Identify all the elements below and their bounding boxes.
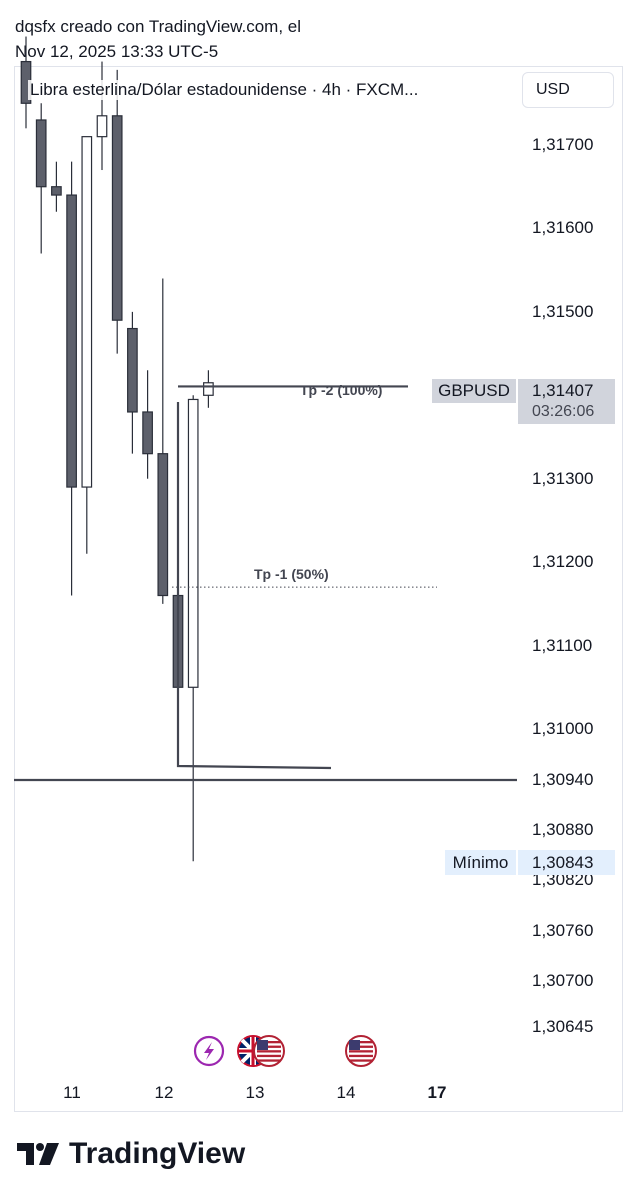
low-marker-label: Mínimo [445, 850, 516, 875]
price-tick-label: 1,30760 [532, 920, 594, 940]
us-flag-stripe [349, 1041, 373, 1044]
us-flag-stripe [257, 1050, 281, 1053]
us-flag-stripe [257, 1054, 281, 1058]
currency-button[interactable]: USD [522, 72, 614, 108]
header-line-2: Nov 12, 2025 13:33 UTC-5 [15, 42, 219, 61]
bullish-candle [81, 136, 93, 488]
price-tick-label: 1,30645 [532, 1017, 594, 1036]
price-tick-label: 1,31300 [532, 468, 594, 488]
brand-name: TradingView [69, 1137, 246, 1170]
us-flag-stripe [257, 1059, 281, 1062]
us-flag-stripe [257, 1041, 281, 1044]
bearish-candle [35, 119, 47, 188]
chart-frame[interactable] [14, 66, 623, 1112]
price-tick-label: 1,30880 [532, 820, 594, 840]
time-tick-label: 17 [427, 1083, 447, 1102]
price-tick-label: 1,31600 [532, 218, 594, 238]
tradingview-logo-icon [17, 1143, 59, 1165]
us-flag-stripe [349, 1054, 373, 1058]
us-flag-stripe [349, 1059, 373, 1062]
header-line-1: dqsfx creado con TradingView.com, el [15, 17, 302, 36]
bearish-candle [127, 327, 138, 413]
chart-header: dqsfx creado con TradingView.com, el Nov… [15, 14, 301, 64]
bullish-candle [203, 382, 214, 396]
time-tick-label: 13 [245, 1083, 265, 1102]
bullish-candle [96, 115, 108, 138]
price-tick-label: 1,30700 [532, 970, 594, 990]
price-tick-label: 1,31000 [532, 719, 594, 738]
time-tick-label: 14 [336, 1083, 356, 1102]
us-flag-stripe [257, 1045, 281, 1048]
bearish-candle [111, 115, 123, 321]
us-flag-canton [349, 1040, 360, 1050]
price-tick-label: 1,31700 [532, 135, 594, 154]
time-tick-label: 12 [154, 1083, 174, 1102]
time-tick-label: 11 [63, 1083, 81, 1102]
us-flag-canton [257, 1040, 268, 1050]
price-tick-label: 1,30820 [532, 870, 594, 890]
bearish-candle [51, 186, 62, 196]
tp2-label[interactable]: Tp -2 (100%) [300, 382, 383, 398]
price-tick-label: 1,31200 [532, 552, 594, 572]
price-tick-label: 1,31500 [532, 301, 594, 321]
tp1-label[interactable]: Tp -1 (50%) [254, 566, 329, 582]
bearish-candle [66, 194, 77, 488]
us-flag-stripe [349, 1050, 373, 1053]
symbol-price-tag: GBPUSD [432, 379, 516, 403]
bullish-candle [187, 398, 199, 688]
price-tick-label: 1,30940 [532, 770, 594, 789]
bearish-candle [157, 453, 169, 597]
symbol-title[interactable]: Libra esterlina/Dólar estadounidense · 4… [28, 80, 421, 100]
entry-bracket-line [176, 402, 332, 770]
bearish-candle [142, 411, 153, 455]
lightning-bolt [204, 1042, 214, 1060]
price-tick-label: 1,31100 [532, 635, 593, 655]
tradingview-logo: TradingView [17, 1137, 245, 1171]
low-marker-value: 1,30843 [518, 850, 615, 875]
us-flag-stripe [349, 1045, 373, 1048]
last-price-value: 1,31407 [532, 381, 594, 400]
candle-countdown: 03:26:06 [532, 403, 595, 420]
last-price-tag: 1,31407 03:26:06 [518, 379, 615, 424]
